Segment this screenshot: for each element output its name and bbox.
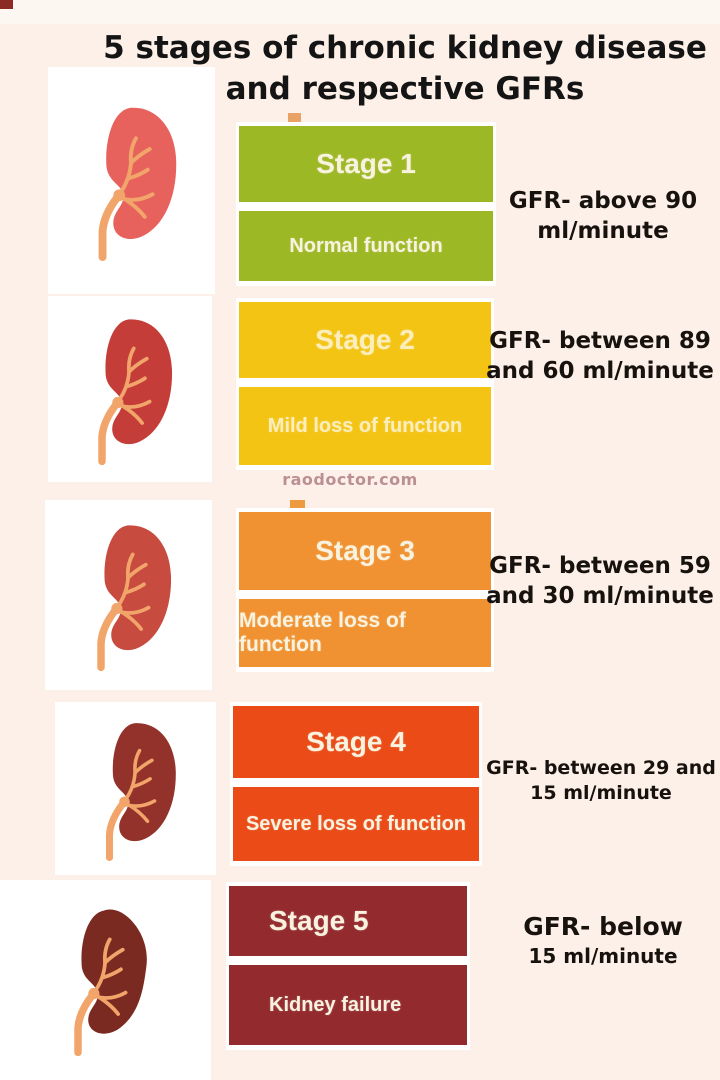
kidney-card xyxy=(48,296,212,482)
kidney-vessels xyxy=(122,748,156,823)
stage-label: Stage 2 xyxy=(315,324,415,355)
kidney-card xyxy=(45,500,212,690)
kidney-vessels xyxy=(114,552,150,631)
stage-description: Kidney failure xyxy=(269,993,402,1016)
stage-title-block: Stage 4 xyxy=(233,706,479,778)
stage-title-block: Stage 5 xyxy=(229,886,467,956)
kidney-vessels xyxy=(116,135,155,219)
stage-panel: Stage 2 Mild loss of function xyxy=(236,298,494,470)
stage-panel: Stage 3 Moderate loss of function xyxy=(236,508,494,672)
watermark: raodoctor.com xyxy=(282,470,418,489)
stage-label: Stage 1 xyxy=(316,148,416,179)
stage-description: Moderate loss of function xyxy=(239,609,406,656)
stage-label: Stage 5 xyxy=(269,905,369,936)
top-strip xyxy=(0,0,720,24)
stage-description: Severe loss of function xyxy=(245,812,467,835)
stage-title-block: Stage 2 xyxy=(239,302,491,378)
kidney-icon xyxy=(73,909,147,1057)
gfr-label: GFR- between 59 and 30 ml/minute xyxy=(486,553,714,610)
stage-description-block: Mild loss of function xyxy=(239,387,491,465)
kidney-icon xyxy=(98,107,176,261)
stage-title-block: Stage 3 xyxy=(239,512,491,590)
gfr-label: GFR- above 90 ml/minute xyxy=(508,188,698,245)
kidney-vessels xyxy=(91,937,127,1016)
stage-description: Normal function xyxy=(289,234,443,257)
title-line-2: and respective GFRs xyxy=(225,70,585,107)
stage-panel: Stage 4 Severe loss of function xyxy=(230,702,482,866)
kidney-vessels xyxy=(116,346,152,425)
stage-panel: Stage 1 Normal function xyxy=(236,122,496,286)
title-line-1: 5 stages of chronic kidney disease xyxy=(103,30,707,66)
connector-tab xyxy=(290,500,305,509)
page-title: 5 stages of chronic kidney disease and r… xyxy=(100,28,710,110)
connector-tab xyxy=(288,113,301,123)
stage-description-block: Kidney failure xyxy=(229,965,467,1045)
stage-description: Mild loss of function xyxy=(267,414,463,437)
stage-panel: Stage 5 Kidney failure xyxy=(226,882,470,1050)
kidney-card xyxy=(48,67,215,294)
stage-label: Stage 3 xyxy=(315,535,415,566)
kidney-icon xyxy=(98,319,173,466)
kidney-icon xyxy=(96,525,171,672)
stage-label: Stage 4 xyxy=(306,726,406,757)
gfr-label: GFR- between 29 and 15 ml/minute xyxy=(486,757,716,805)
stage-description-block: Normal function xyxy=(239,211,493,281)
gfr-label: GFR- below 15 ml/minute xyxy=(523,912,683,968)
kidney-icon xyxy=(105,722,176,861)
kidney-card xyxy=(55,702,216,875)
gfr-label: GFR- between 89 and 60 ml/minute xyxy=(486,328,714,385)
kidney-card xyxy=(0,880,211,1080)
stage-description-block: Severe loss of function xyxy=(233,787,479,861)
corner-mark xyxy=(0,0,13,9)
stage-title-block: Stage 1 xyxy=(239,126,493,202)
stage-description-block: Moderate loss of function xyxy=(239,599,491,667)
